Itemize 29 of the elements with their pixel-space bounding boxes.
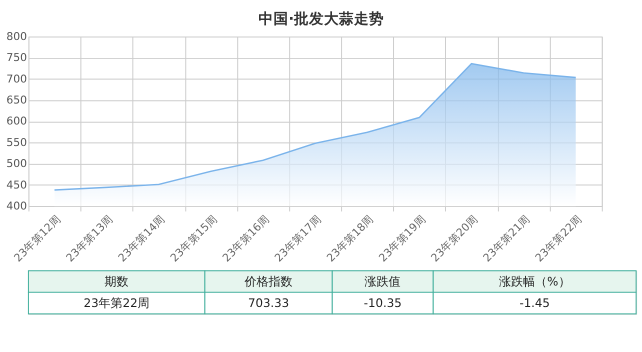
x-tick-label: 23年第15周	[168, 212, 220, 264]
y-tick-label: 550	[6, 136, 28, 149]
y-tick-label: 400	[6, 200, 28, 212]
chart-title: 中国·批发大蒜走势	[258, 10, 384, 28]
x-tick-label: 23年第22周	[532, 212, 585, 264]
x-tick-label: 23年第16周	[220, 212, 272, 264]
y-tick-label: 600	[6, 114, 28, 128]
x-tick-label: 23年第18周	[324, 212, 376, 264]
x-tick-label: 23年第14周	[116, 212, 168, 264]
y-tick-label: 800	[6, 30, 28, 43]
y-tick-label: 700	[6, 72, 28, 86]
y-tick-label: 450	[6, 178, 28, 192]
x-tick-label: 23年第13周	[64, 212, 116, 264]
x-tick-label: 23年第17周	[272, 212, 324, 264]
text: 涨跌幅（%）	[499, 274, 570, 288]
y-tick-label: 500	[6, 157, 28, 170]
x-tick-label: 23年第21周	[480, 212, 532, 264]
x-tick-label: 23年第19周	[376, 212, 428, 264]
y-tick-label: 650	[6, 94, 28, 107]
text: 价格指数	[244, 274, 293, 288]
x-tick-label: 23年第20周	[428, 212, 480, 264]
x-tick-label: 23年第12周	[11, 212, 64, 264]
text: 涨跌值	[364, 274, 401, 288]
text: -1.45	[519, 296, 550, 310]
text: 703.33	[248, 296, 290, 310]
text: 期数	[104, 274, 129, 288]
text: 23年第22周	[84, 296, 150, 310]
text: -10.35	[364, 296, 402, 310]
y-tick-label: 750	[6, 51, 28, 64]
